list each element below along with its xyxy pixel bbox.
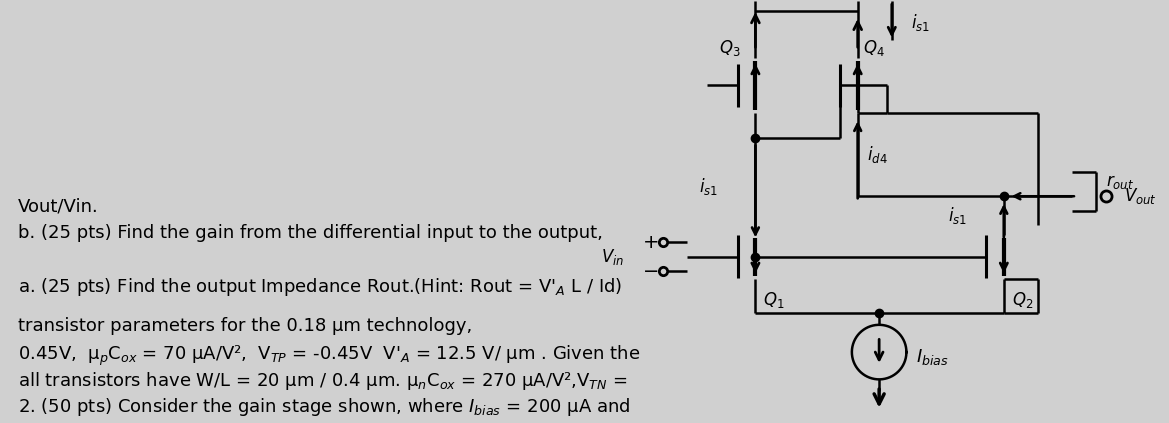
Text: $Q_3$: $Q_3$ [719, 38, 741, 58]
Text: b. (25 pts) Find the gain from the differential input to the output,: b. (25 pts) Find the gain from the diffe… [18, 223, 603, 242]
Text: $r_{out}$: $r_{out}$ [1106, 173, 1134, 191]
Text: +: + [643, 233, 659, 252]
Text: $i_{s1}$: $i_{s1}$ [912, 12, 931, 33]
Text: 0.45V,  μ$_p$C$_{ox}$ = 70 μA/V²,  V$_{TP}$ = -0.45V  V'$_A$ = 12.5 V/ μm . Give: 0.45V, μ$_p$C$_{ox}$ = 70 μA/V², V$_{TP}… [18, 343, 641, 368]
Text: $i_{s1}$: $i_{s1}$ [699, 176, 719, 197]
Text: $Q_4$: $Q_4$ [863, 38, 885, 58]
Text: $Q_2$: $Q_2$ [1011, 291, 1033, 310]
Text: $i_{s1}$: $i_{s1}$ [948, 205, 967, 226]
Text: $Q_1$: $Q_1$ [763, 291, 784, 310]
Text: Vout/Vin.: Vout/Vin. [18, 197, 98, 215]
Text: $V_{in}$: $V_{in}$ [601, 247, 624, 266]
Text: 2. (50 pts) Consider the gain stage shown, where $I_{bias}$ = 200 μA and: 2. (50 pts) Consider the gain stage show… [18, 396, 630, 418]
Text: $V_{out}$: $V_{out}$ [1123, 186, 1156, 206]
Text: all transistors have W/L = 20 μm / 0.4 μm. μ$_n$C$_{ox}$ = 270 μA/V²,V$_{TN}$ =: all transistors have W/L = 20 μm / 0.4 μ… [18, 370, 628, 392]
Text: $I_{bias}$: $I_{bias}$ [916, 347, 949, 367]
Text: $i_{d4}$: $i_{d4}$ [867, 144, 888, 165]
Text: −: − [643, 262, 659, 281]
Text: a. (25 pts) Find the output Impedance Rout.(Hint: Rout = V'$_A$ L / Id): a. (25 pts) Find the output Impedance Ro… [18, 276, 622, 298]
Text: transistor parameters for the 0.18 μm technology,: transistor parameters for the 0.18 μm te… [18, 317, 472, 335]
